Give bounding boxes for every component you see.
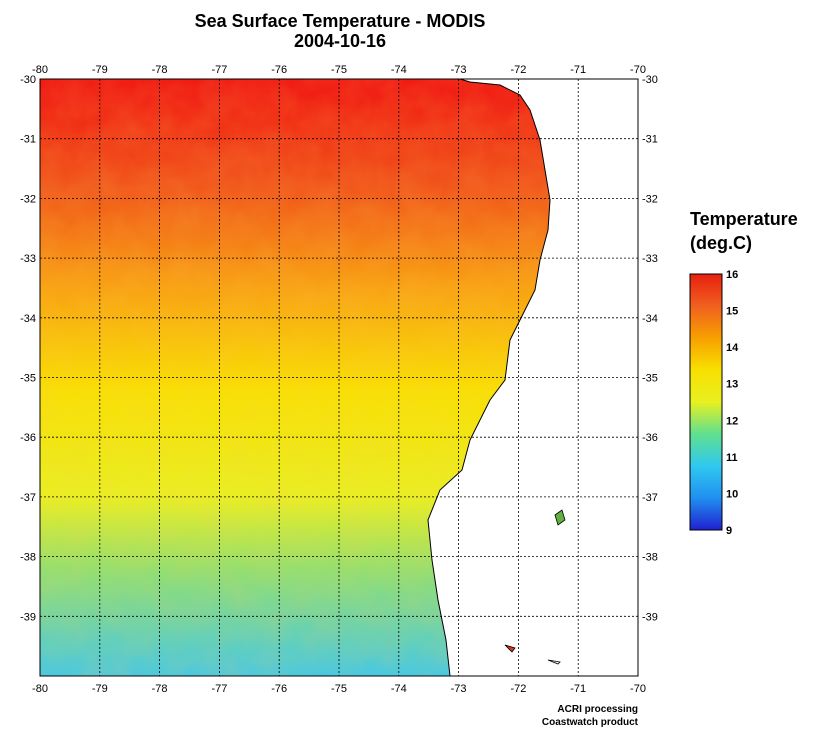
lat-tick-label-left: -33: [20, 253, 36, 265]
island: [504, 644, 516, 653]
lat-tick-label-right: -31: [642, 134, 658, 146]
lon-tick-label-top: -79: [92, 64, 108, 76]
lat-tick-label-right: -30: [642, 74, 658, 86]
lat-tick-label-right: -36: [642, 432, 658, 444]
lon-tick-label-bottom: -79: [92, 683, 108, 695]
colorbar-tick-label: 15: [726, 306, 738, 318]
lat-tick-label-left: -38: [20, 552, 36, 564]
lat-tick-label-right: -33: [642, 253, 658, 265]
lon-tick-label-top: -75: [331, 64, 347, 76]
legend-title: Temperature: [690, 209, 798, 229]
lon-tick-label-top: -74: [391, 64, 407, 76]
lon-tick-label-top: -80: [32, 64, 48, 76]
lat-tick-label-left: -32: [20, 193, 36, 205]
lat-tick-label-left: -30: [20, 74, 36, 86]
colorbar: 16 15 14 13 12 11 10 9: [689, 269, 739, 537]
lon-tick-label-top: -78: [152, 64, 168, 76]
lon-tick-label-bottom: -76: [271, 683, 287, 695]
processing-credit: ACRI processing: [557, 704, 638, 715]
lon-tick-label-bottom: -77: [211, 683, 227, 695]
lon-tick-label-bottom: -75: [331, 683, 347, 695]
colorbar-tick-label: 16: [726, 269, 738, 281]
lat-tick-label-left: -36: [20, 432, 36, 444]
lat-tick-label-right: -39: [642, 611, 658, 623]
lon-tick-label-top: -77: [211, 64, 227, 76]
lon-tick-label-bottom: -72: [510, 683, 526, 695]
lon-tick-label-bottom: -74: [391, 683, 407, 695]
lat-tick-label-right: -35: [642, 373, 658, 385]
lon-tick-label-top: -72: [510, 64, 526, 76]
lat-tick-label-left: -35: [20, 373, 36, 385]
lat-tick-label-right: -37: [642, 492, 658, 504]
island: [547, 659, 561, 665]
product-credit: Coastwatch product: [541, 717, 638, 728]
lat-tick-label-left: -39: [20, 611, 36, 623]
legend-units: (deg.C): [690, 233, 752, 253]
lon-tick-label-bottom: -80: [32, 683, 48, 695]
lon-tick-label-bottom: -73: [451, 683, 467, 695]
graticule: [40, 79, 638, 676]
colorbar-tick-label: 11: [726, 452, 738, 464]
map-date: 2004-10-16: [293, 31, 387, 51]
lat-tick-label-left: -37: [20, 492, 36, 504]
tick-labels: -80 -80 -79 -79 -78 -78 -77 -77 -76 -76 -75 -75 -74 -…: [20, 64, 658, 695]
lat-tick-label-right: -34: [642, 313, 658, 325]
colorbar-tick-label: 9: [726, 525, 732, 537]
lat-tick-label-right: -32: [642, 193, 658, 205]
lon-tick-label-bottom: -78: [152, 683, 168, 695]
colorbar-tick-label: 14: [726, 342, 739, 354]
lat-tick-label-right: -38: [642, 552, 658, 564]
lon-tick-label-top: -70: [630, 64, 646, 76]
lon-tick-label-top: -71: [570, 64, 586, 76]
lon-tick-label-top: -76: [271, 64, 287, 76]
island: [554, 509, 566, 526]
colorbar-tick-label: 13: [726, 379, 738, 391]
lat-tick-label-left: -34: [20, 313, 36, 325]
lon-tick-label-bottom: -71: [570, 683, 586, 695]
plot-frame: [39, 78, 639, 677]
colorbar-tick-label: 10: [726, 488, 738, 500]
lat-tick-label-left: -31: [20, 134, 36, 146]
lon-tick-label-top: -73: [451, 64, 467, 76]
colorbar-tick-label: 12: [726, 415, 738, 427]
map-title: Sea Surface Temperature - MODIS: [194, 11, 486, 31]
lon-tick-label-bottom: -70: [630, 683, 646, 695]
